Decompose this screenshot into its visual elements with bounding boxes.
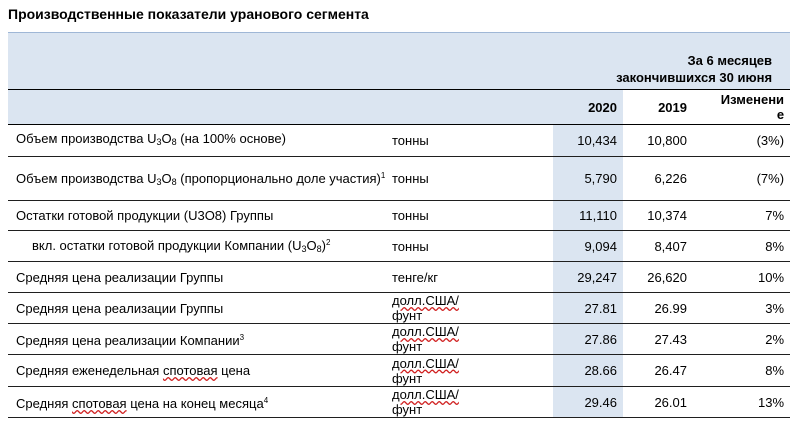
row-label: Объем производства U3O8 (пропорционально… [8, 156, 388, 201]
period-line-1: За 6 месяцев [687, 53, 773, 68]
row-change: 2% [693, 323, 791, 355]
row-change: 8% [693, 230, 791, 262]
section-title: Производственные показатели уранового се… [8, 6, 369, 22]
row-unit: долл.США/фунт [388, 323, 553, 355]
table-row: Объем производства U3O8 (на 100% основе)… [8, 124, 791, 157]
row-label: Средняя цена реализации Группы [8, 292, 388, 324]
row-value-2020: 29,247 [553, 261, 623, 293]
table-row: Средняя еженедельная спотовая цена долл.… [8, 354, 791, 387]
row-change: 8% [693, 354, 791, 387]
table-row: Средняя цена реализации Группы тенге/кг … [8, 261, 791, 293]
row-label: Объем производства U3O8 (на 100% основе) [8, 124, 388, 157]
row-unit: долл.США/фунт [388, 386, 553, 418]
row-label: Средняя цена реализации Группы [8, 261, 388, 293]
row-unit: долл.США/фунт [388, 292, 553, 324]
row-label: Средняя спотовая цена на конец месяца4 [8, 386, 388, 418]
row-unit: тонны [388, 156, 553, 201]
row-change: 13% [693, 386, 791, 418]
row-value-2020: 29.46 [553, 386, 623, 418]
period-line-2: закончившихся 30 июня [616, 70, 773, 85]
row-value-2019: 10,374 [623, 200, 693, 231]
header-2019: 2019 [623, 89, 693, 125]
row-value-2020: 9,094 [553, 230, 623, 262]
uranium-indicators-table: За 6 месяцев закончившихся 30 июня 2020 … [8, 32, 791, 418]
table-row: Средняя спотовая цена на конец месяца4 д… [8, 386, 791, 418]
row-unit: долл.США/фунт [388, 354, 553, 387]
header-period-row: За 6 месяцев закончившихся 30 июня [8, 32, 791, 90]
row-change: (3%) [693, 124, 791, 157]
table-row: Средняя цена реализации Группы долл.США/… [8, 292, 791, 324]
row-unit: тонны [388, 230, 553, 262]
header-years-row: 2020 2019 Изменени е [8, 89, 791, 125]
row-label: Средняя цена реализации Компании3 [8, 323, 388, 355]
row-value-2019: 26.99 [623, 292, 693, 324]
row-value-2020: 28.66 [553, 354, 623, 387]
row-label: Средняя еженедельная спотовая цена [8, 354, 388, 387]
header-change-line-2: е [776, 107, 785, 122]
row-unit: тенге/кг [388, 261, 553, 293]
row-value-2020: 5,790 [553, 156, 623, 201]
row-value-2019: 26.47 [623, 354, 693, 387]
row-value-2019: 10,800 [623, 124, 693, 157]
header-2020: 2020 [553, 89, 623, 125]
row-change: 3% [693, 292, 791, 324]
period-header: За 6 месяцев закончившихся 30 июня [8, 32, 791, 90]
row-label: вкл. остатки готовой продукции Компании … [8, 230, 388, 262]
row-unit: тонны [388, 124, 553, 157]
row-value-2020: 27.81 [553, 292, 623, 324]
row-value-2020: 27.86 [553, 323, 623, 355]
row-label: Остатки готовой продукции (U3O8) Группы [8, 200, 388, 231]
table-row: Средняя цена реализации Компании3 долл.С… [8, 323, 791, 355]
row-value-2020: 10,434 [553, 124, 623, 157]
row-value-2019: 26.01 [623, 386, 693, 418]
row-value-2019: 26,620 [623, 261, 693, 293]
table-row: Объем производства U3O8 (пропорционально… [8, 156, 791, 201]
row-value-2019: 27.43 [623, 323, 693, 355]
header-change: Изменени е [693, 89, 791, 125]
row-unit: тонны [388, 200, 553, 231]
header-blank-label [8, 89, 388, 125]
row-change: 7% [693, 200, 791, 231]
row-value-2020: 11,110 [553, 200, 623, 231]
row-value-2019: 6,226 [623, 156, 693, 201]
table-row: вкл. остатки готовой продукции Компании … [8, 230, 791, 262]
row-value-2019: 8,407 [623, 230, 693, 262]
row-change: (7%) [693, 156, 791, 201]
row-change: 10% [693, 261, 791, 293]
table-row: Остатки готовой продукции (U3O8) Группы … [8, 200, 791, 231]
header-blank-unit [388, 89, 553, 125]
header-change-line-1: Изменени [720, 92, 785, 107]
